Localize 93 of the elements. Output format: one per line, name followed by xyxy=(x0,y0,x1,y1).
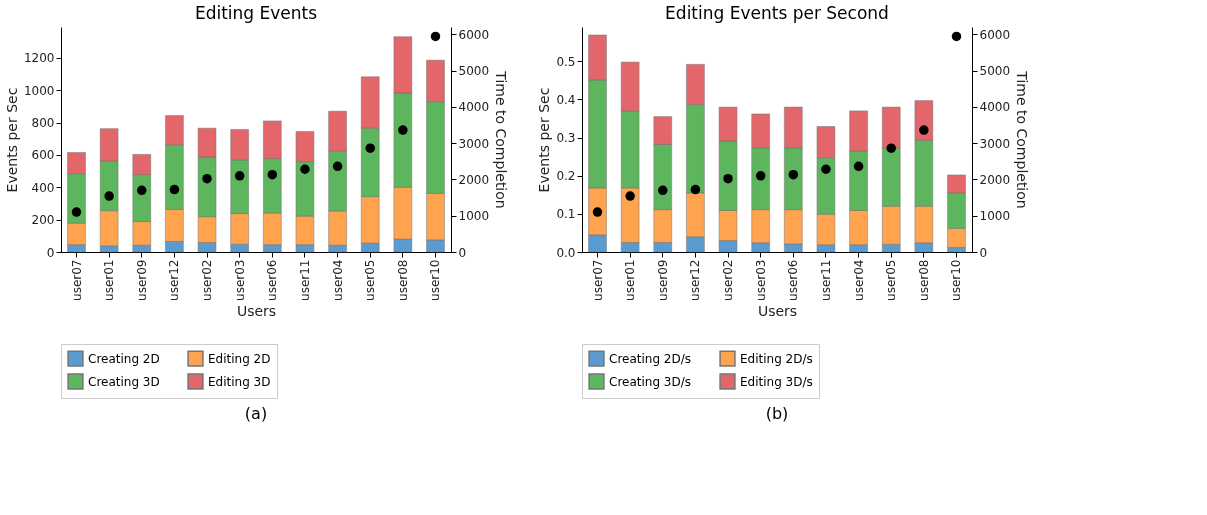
y-tick-label: 600 xyxy=(31,148,55,163)
y-tick-label: 0.0 xyxy=(556,245,576,260)
chart-title: Editing Events xyxy=(194,3,318,23)
point xyxy=(821,164,831,174)
x-tick-label: user05 xyxy=(884,259,899,301)
point xyxy=(267,169,278,180)
y-tick-label: 0.2 xyxy=(556,169,576,184)
legend-label: Creating 2D/s xyxy=(609,351,692,366)
x-tick-label: user11 xyxy=(818,259,833,301)
x-tick-label: user02 xyxy=(721,259,736,301)
point xyxy=(169,184,180,195)
chart-title: Editing Events per Second xyxy=(665,3,889,23)
point xyxy=(723,173,733,184)
point xyxy=(234,171,245,181)
point xyxy=(788,169,799,180)
x-axis-title: Users xyxy=(757,302,798,319)
point xyxy=(658,185,668,196)
y2-axis-title: Time to Completion xyxy=(1014,70,1031,209)
legend-label: Creating 3D/s xyxy=(609,374,692,389)
legend-label: Editing 2D/s xyxy=(740,351,813,366)
y2-tick-label: 0 xyxy=(458,245,467,260)
point xyxy=(919,125,929,135)
y-tick-label: 400 xyxy=(31,180,55,195)
x-axis-title: Users xyxy=(236,302,277,319)
x-tick-label: user09 xyxy=(655,259,670,301)
x-tick-label: user12 xyxy=(688,259,703,301)
y2-tick-label: 5000 xyxy=(458,64,490,79)
legend-label: Editing 2D xyxy=(208,351,271,366)
y2-tick-label: 4000 xyxy=(458,100,490,115)
y-tick-label: 1000 xyxy=(23,83,55,98)
x-tick-label: user10 xyxy=(949,259,964,301)
x-tick-label: user12 xyxy=(167,259,182,301)
y2-tick-label: 6000 xyxy=(979,27,1011,42)
x-tick-label: user03 xyxy=(232,259,247,301)
y-tick-label: 0.5 xyxy=(556,54,576,69)
point xyxy=(951,31,962,42)
point xyxy=(332,161,343,172)
x-tick-label: user02 xyxy=(200,259,215,301)
y2-tick-label: 1000 xyxy=(979,209,1011,224)
point xyxy=(104,191,114,201)
y-tick-label: 1200 xyxy=(23,51,55,66)
y2-tick-label: 3000 xyxy=(458,136,490,151)
y-tick-label: 0.4 xyxy=(556,92,576,107)
x-tick-label: user07 xyxy=(590,259,605,301)
x-tick-label: user08 xyxy=(395,259,410,301)
x-tick-label: user11 xyxy=(297,259,312,301)
point xyxy=(853,161,864,172)
text: (b) xyxy=(765,404,789,423)
point xyxy=(755,171,766,181)
x-tick-label: user09 xyxy=(134,259,149,301)
point xyxy=(137,185,147,196)
y2-tick-label: 3000 xyxy=(979,136,1011,151)
point xyxy=(300,164,310,174)
x-tick-label: user01 xyxy=(623,259,638,301)
point xyxy=(365,143,375,153)
y2-tick-label: 2000 xyxy=(458,172,490,187)
point xyxy=(430,31,441,42)
y-tick-label: 0.3 xyxy=(556,131,576,146)
y2-tick-label: 6000 xyxy=(458,27,490,42)
y-tick-label: 200 xyxy=(31,213,55,228)
y-axis-title: Events per Sec xyxy=(3,87,20,193)
y-tick-label: 800 xyxy=(31,116,55,130)
y2-axis-title: Time to Completion xyxy=(493,70,510,209)
y-axis-title: Events per Sec xyxy=(536,87,553,193)
point xyxy=(592,207,603,217)
legend-label: Creating 3D xyxy=(88,374,160,389)
point xyxy=(71,207,82,217)
text: (a) xyxy=(244,404,268,423)
point xyxy=(202,173,212,184)
legend-label: Creating 2D xyxy=(88,351,160,366)
y2-tick-label: 0 xyxy=(979,245,988,260)
x-tick-label: user04 xyxy=(330,259,345,301)
point xyxy=(398,125,408,135)
legend-label: Editing 3D xyxy=(208,374,271,389)
x-tick-label: user10 xyxy=(428,259,443,301)
x-tick-label: user08 xyxy=(916,259,931,301)
y2-tick-label: 2000 xyxy=(979,172,1011,187)
point xyxy=(690,184,701,195)
x-tick-label: user05 xyxy=(363,259,378,301)
x-tick-label: user06 xyxy=(265,259,280,301)
x-tick-label: user06 xyxy=(786,259,801,301)
y-tick-label: 0 xyxy=(46,245,55,260)
x-tick-label: user01 xyxy=(102,259,117,301)
x-tick-label: user03 xyxy=(753,259,768,301)
y2-tick-label: 5000 xyxy=(979,64,1011,79)
x-tick-label: user04 xyxy=(851,259,866,301)
point xyxy=(625,191,635,201)
y-tick-label: 0.1 xyxy=(556,207,576,222)
legend-label: Editing 3D/s xyxy=(740,374,813,389)
y2-tick-label: 1000 xyxy=(458,209,490,224)
y2-tick-label: 4000 xyxy=(979,100,1011,115)
point xyxy=(886,143,896,153)
x-tick-label: user07 xyxy=(69,259,84,301)
